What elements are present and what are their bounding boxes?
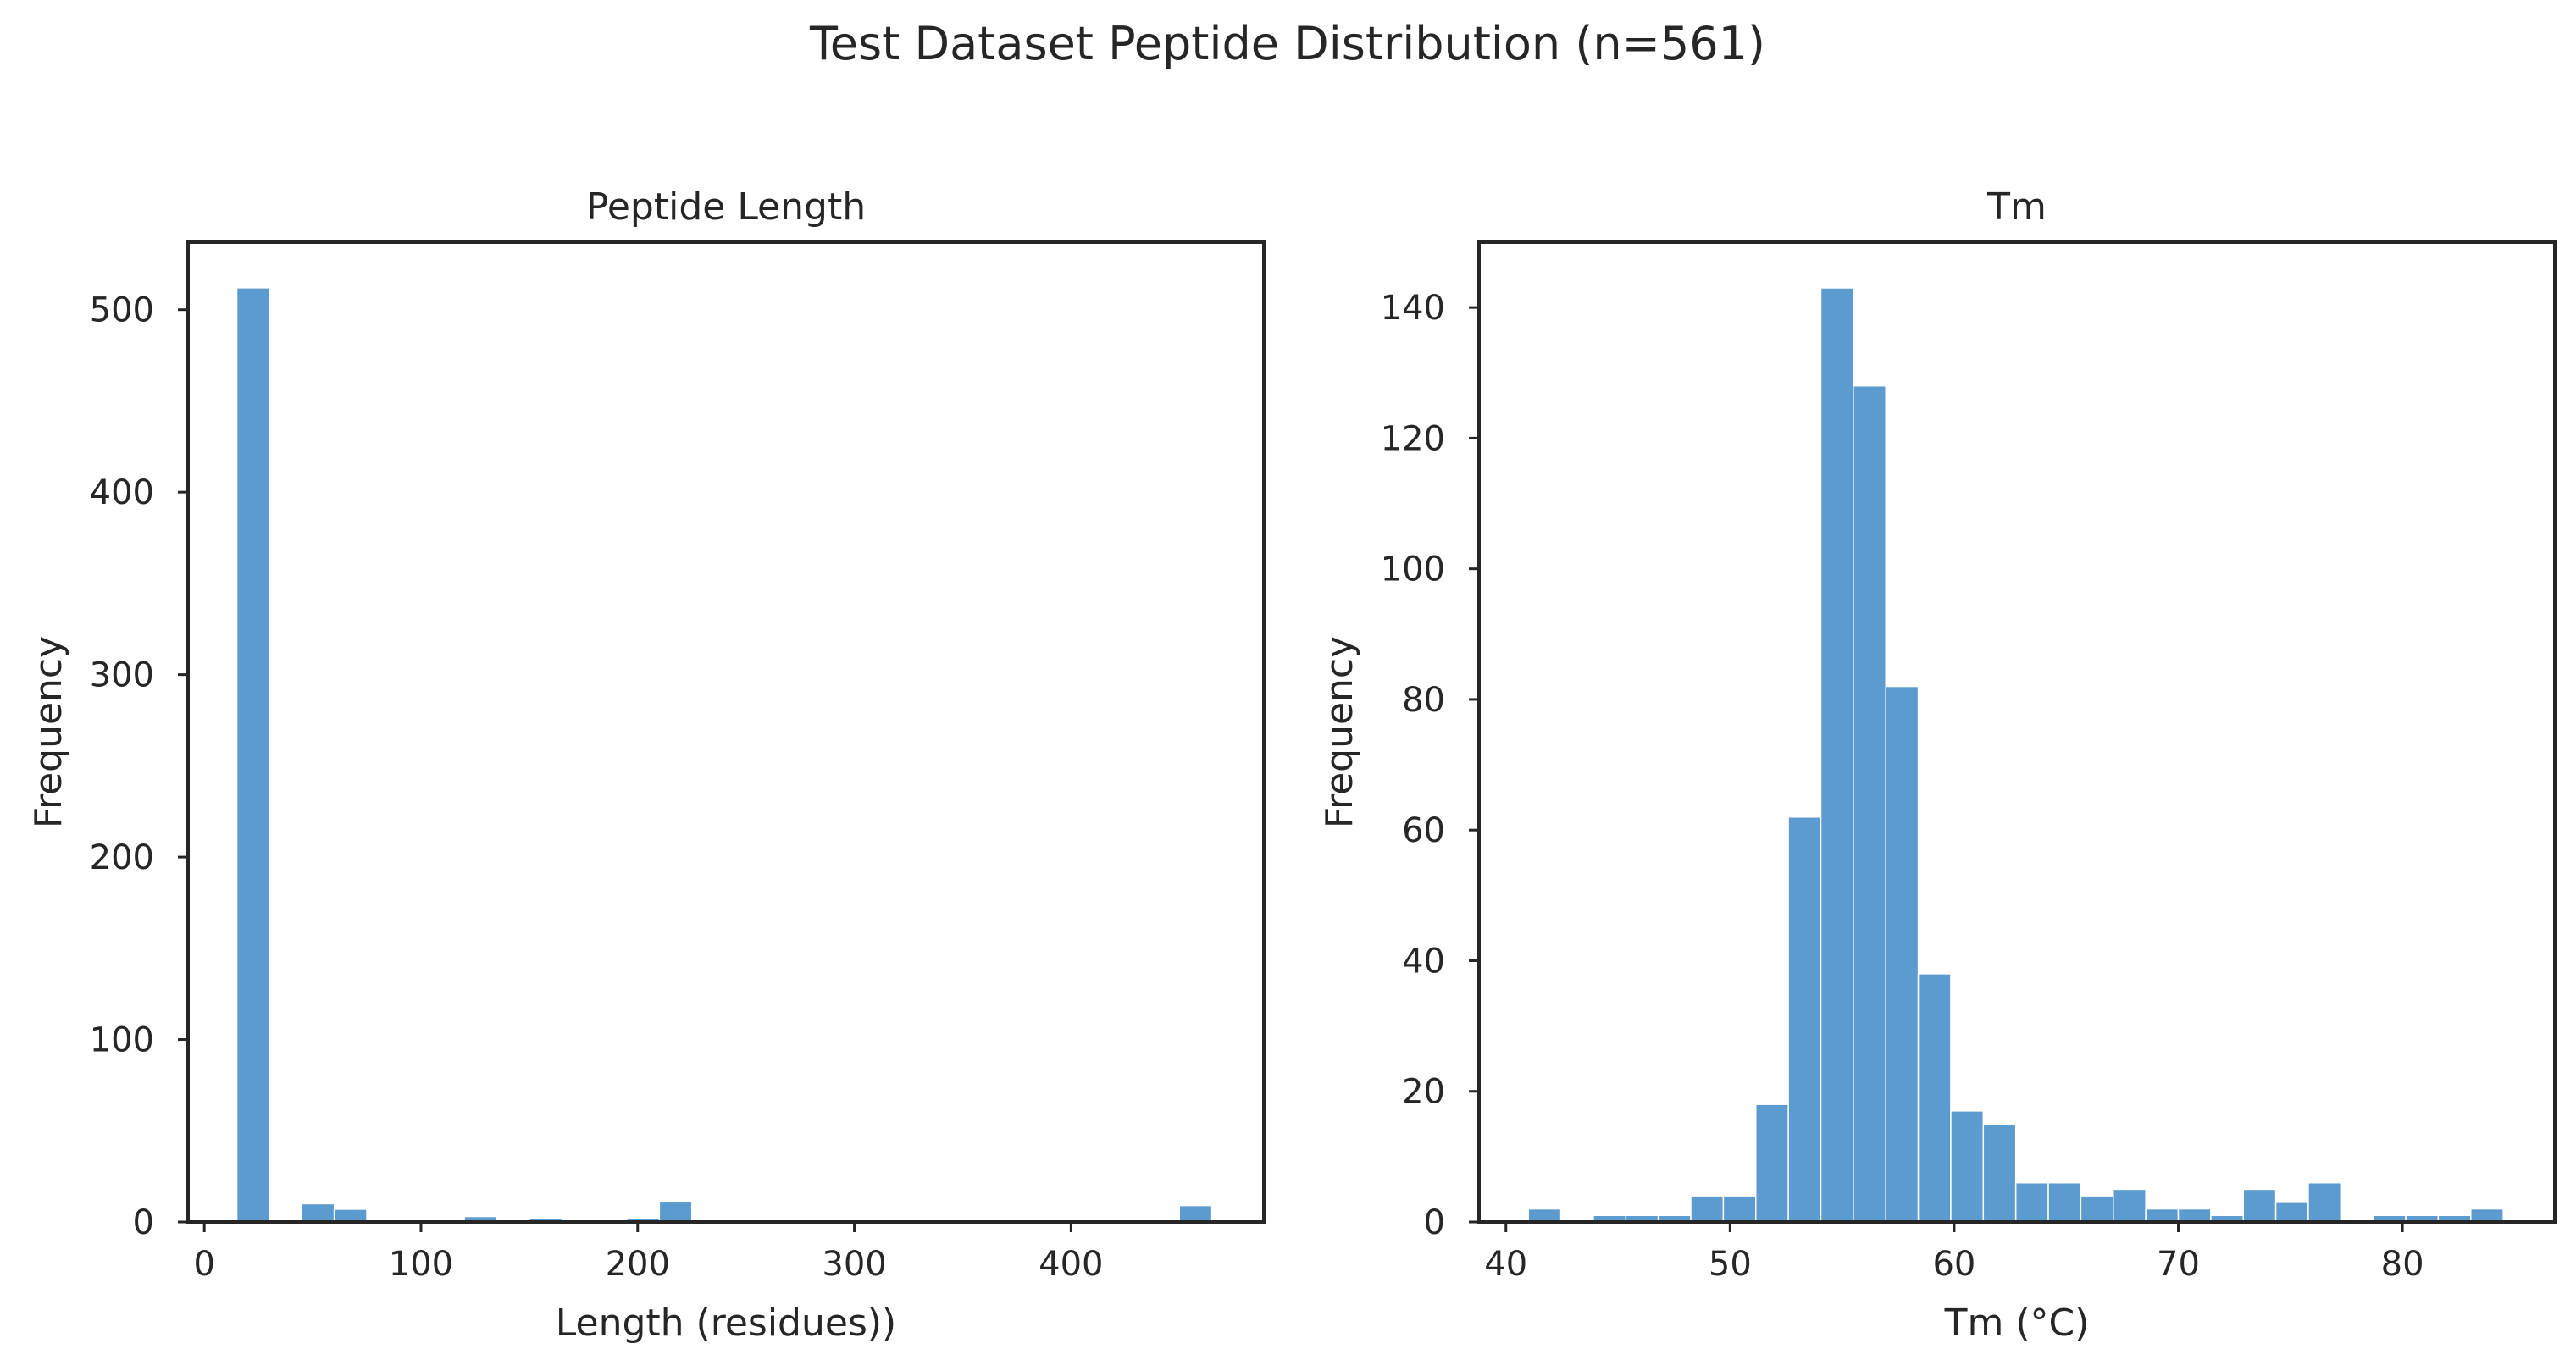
x-tick-label: 80: [2381, 1245, 2424, 1284]
y-tick-label: 300: [90, 656, 154, 695]
histogram-bar: [235, 287, 270, 1223]
histogram-bar: [2113, 1188, 2147, 1223]
y-tick-label: 100: [90, 1021, 154, 1060]
histogram-bar: [1982, 1123, 2017, 1223]
length-axes-frame: [186, 240, 1266, 1224]
length-subplot-title: Peptide Length: [586, 185, 866, 229]
y-tick-label: 400: [90, 473, 154, 512]
x-tick-label: 70: [2157, 1245, 2200, 1284]
histogram-bar: [2470, 1208, 2504, 1223]
y-tick-label: 0: [1424, 1203, 1445, 1242]
histogram-bar: [1527, 1208, 1562, 1223]
tm-x-axis-label: Tm (°C): [1944, 1302, 2090, 1345]
histogram-bar: [1885, 685, 1920, 1223]
histogram-bar: [2014, 1181, 2049, 1223]
histogram-bar: [1787, 816, 1822, 1223]
x-tick-label: 50: [1709, 1245, 1752, 1284]
tm-histogram-panel: 40 50 60 70 80 0 20 40 60 80 100 120 140 Tm Tm (°C) Fre…: [1318, 185, 2557, 1345]
histogram-bar: [2080, 1195, 2114, 1223]
x-tick-label: 400: [1039, 1245, 1103, 1284]
histogram-bar: [1950, 1110, 1985, 1223]
tm-y-axis-label: Frequency: [1318, 636, 1361, 828]
histogram-bar: [301, 1202, 335, 1223]
histogram-bar: [333, 1208, 368, 1223]
histogram-bar: [1755, 1103, 1789, 1223]
figure-suptitle: Test Dataset Peptide Distribution (n=561…: [809, 17, 1765, 70]
x-tick-label: 0: [193, 1245, 214, 1284]
histogram-bar: [2242, 1188, 2277, 1223]
histogram-bar: [2307, 1181, 2342, 1223]
x-tick-label: 40: [1484, 1245, 1527, 1284]
length-histogram-panel: 0 100 200 300 400 0 100 200 300 400 500 Peptide Len…: [27, 185, 1266, 1345]
y-tick-label: 60: [1402, 811, 1445, 850]
x-tick-label: 60: [1932, 1245, 1975, 1284]
tm-subplot-title: Tm: [1986, 185, 2047, 229]
histogram-bar: [2177, 1208, 2212, 1223]
y-tick-label: 40: [1402, 942, 1445, 981]
x-tick-label: 200: [606, 1245, 670, 1284]
histogram-bar: [1917, 973, 1952, 1223]
y-tick-label: 20: [1402, 1073, 1445, 1112]
histogram-bar: [1820, 287, 1854, 1223]
y-tick-label: 500: [90, 291, 154, 330]
histogram-bar: [2047, 1181, 2082, 1223]
histogram-bar: [658, 1201, 693, 1223]
histogram-bar: [1690, 1195, 1725, 1223]
x-tick-label: 300: [822, 1245, 886, 1284]
x-tick-label: 100: [389, 1245, 453, 1284]
tm-axes-frame: [1477, 240, 2557, 1224]
histogram-bar: [1853, 384, 1886, 1223]
y-tick-label: 80: [1402, 681, 1445, 720]
histogram-bar: [2274, 1202, 2309, 1223]
histogram-bar: [1722, 1195, 1757, 1223]
y-tick-label: 200: [90, 838, 154, 877]
y-tick-label: 140: [1381, 289, 1445, 328]
y-tick-label: 120: [1381, 419, 1445, 458]
length-y-axis-label: Frequency: [27, 636, 70, 828]
y-tick-label: 100: [1381, 550, 1445, 589]
length-x-axis-label: Length (residues)): [556, 1302, 896, 1345]
histogram-bar: [2145, 1208, 2180, 1223]
histogram-bar: [1178, 1204, 1213, 1223]
y-tick-label: 0: [133, 1203, 154, 1242]
